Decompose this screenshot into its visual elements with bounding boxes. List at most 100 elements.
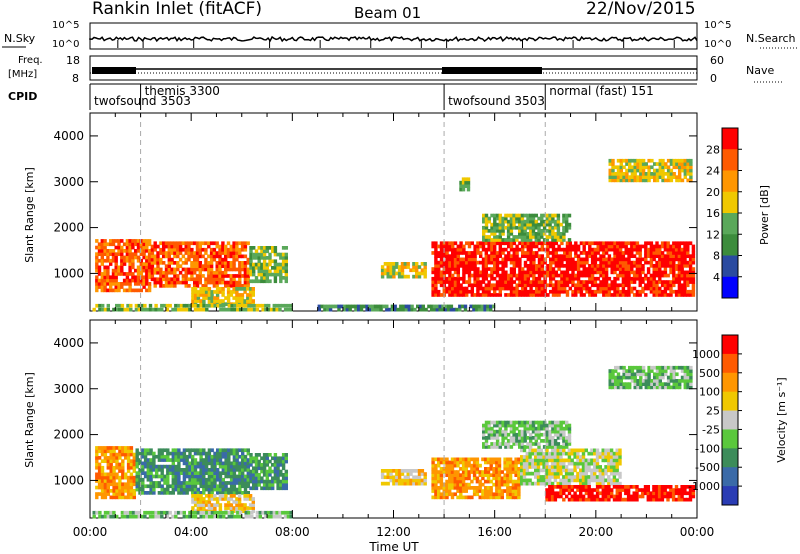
heatmap-cell <box>562 225 566 230</box>
heatmap-cell <box>204 280 208 285</box>
heatmap-cell <box>170 284 174 288</box>
heatmap-cell <box>342 307 347 312</box>
heatmap-cell <box>495 238 500 242</box>
nave-tick-bottom: 0 <box>710 72 717 85</box>
heatmap-cell <box>190 254 194 259</box>
heatmap-cell <box>136 272 141 276</box>
heatmap-cell <box>565 485 569 489</box>
heatmap-cell <box>532 254 536 258</box>
heatmap-cell <box>257 463 261 467</box>
heatmap-cell <box>484 473 488 477</box>
heatmap-cell <box>125 255 130 260</box>
heatmap-cell <box>470 467 474 471</box>
heatmap-cell <box>537 216 541 221</box>
heatmap-cell <box>142 285 146 289</box>
heatmap-cell <box>182 458 187 462</box>
heatmap-cell <box>588 254 592 258</box>
heatmap-cell <box>246 274 250 278</box>
heatmap-cell <box>141 448 145 453</box>
heatmap-cell <box>145 239 149 243</box>
heatmap-cell <box>260 486 264 491</box>
heatmap-cell <box>481 492 485 497</box>
heatmap-cell <box>614 172 618 176</box>
heatmap-cell <box>473 254 477 258</box>
heatmap-cell <box>160 458 164 462</box>
heatmap-cell <box>649 494 653 499</box>
heatmap-cell <box>520 232 525 236</box>
heatmap-cell <box>195 261 200 265</box>
heatmap-cell <box>226 503 231 507</box>
heatmap-cell <box>439 280 444 284</box>
heatmap-cell <box>680 369 685 373</box>
heatmap-cell <box>565 257 570 262</box>
heatmap-cell <box>195 241 200 246</box>
heatmap-cell <box>380 265 385 269</box>
heatmap-cell <box>633 175 637 179</box>
heatmap-cell <box>204 287 209 291</box>
heatmap-cell <box>549 283 553 288</box>
heatmap-cell <box>539 461 543 466</box>
heatmap-cell <box>213 497 217 501</box>
heatmap-cell <box>215 290 220 294</box>
heatmap-cell <box>182 303 186 308</box>
heatmap-cell <box>644 244 648 249</box>
heatmap-cell <box>593 497 597 502</box>
heatmap-cell <box>628 158 632 163</box>
heatmap-cell <box>582 286 586 291</box>
heatmap-cell <box>655 385 660 390</box>
heatmap-cell <box>641 264 645 268</box>
heatmap-cell <box>615 458 619 463</box>
heatmap-cell <box>688 491 693 496</box>
heatmap-cell <box>658 165 662 170</box>
heatmap-cell <box>669 485 673 489</box>
heatmap-cell <box>218 471 223 475</box>
heatmap-cell <box>260 262 264 267</box>
heatmap-cell <box>627 267 631 271</box>
heatmap-cell <box>636 365 640 370</box>
heatmap-cell <box>226 299 231 303</box>
heatmap-cell <box>196 299 201 303</box>
heatmap-cell <box>514 492 518 497</box>
heatmap-cell <box>680 375 685 380</box>
heatmap-cell <box>472 463 477 468</box>
heatmap-cell <box>486 495 491 500</box>
heatmap-cell <box>215 497 220 501</box>
heatmap-cell <box>462 257 466 262</box>
heatmap-cell <box>649 289 654 294</box>
heatmap-cell <box>216 491 220 495</box>
heatmap-cell <box>461 476 466 481</box>
heatmap-cell <box>207 471 212 475</box>
nsky-tick-bottom: 10^0 <box>52 39 79 50</box>
heatmap-cell <box>567 451 572 456</box>
heatmap-cell <box>504 257 508 262</box>
heatmap-cell <box>434 495 438 500</box>
heatmap-cell <box>281 453 286 457</box>
heatmap-cell <box>95 479 99 483</box>
heatmap-cell <box>202 477 206 482</box>
heatmap-cell <box>537 280 542 284</box>
heatmap-cell <box>238 487 242 492</box>
heatmap-cell <box>669 257 673 262</box>
heatmap-cell <box>671 488 676 492</box>
heatmap-cell <box>173 247 177 252</box>
heatmap-cell <box>153 257 157 262</box>
heatmap-cell <box>607 478 611 483</box>
heatmap-cell <box>663 257 668 262</box>
heatmap-cell <box>686 497 690 502</box>
heatmap-cell <box>125 278 130 283</box>
heatmap-cell <box>680 254 684 258</box>
heatmap-cell <box>550 465 555 469</box>
heatmap-cell <box>417 478 422 483</box>
heatmap-cell <box>439 241 444 246</box>
heatmap-cell <box>445 247 449 252</box>
heatmap-cell <box>128 239 132 243</box>
heatmap-cell <box>618 264 623 268</box>
heatmap-cell <box>100 245 104 250</box>
heatmap-cell <box>672 382 676 386</box>
heatmap-cell <box>109 456 113 460</box>
heatmap-cell <box>526 293 530 297</box>
heatmap-cell <box>389 475 393 480</box>
heatmap-cell <box>115 472 119 477</box>
heatmap-cell <box>199 468 203 472</box>
heatmap-cell <box>551 232 555 236</box>
